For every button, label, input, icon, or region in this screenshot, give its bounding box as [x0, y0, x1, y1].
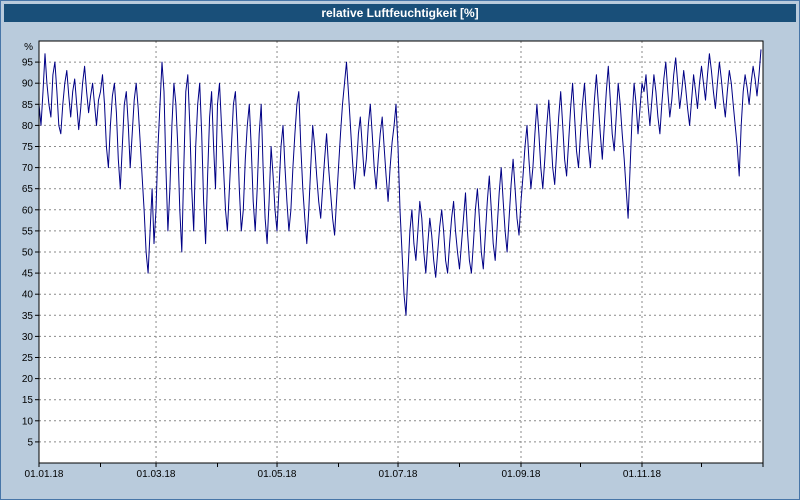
humidity-line [38, 49, 762, 316]
x-tick-label: 01.05.18 [258, 469, 297, 480]
plot-border [38, 40, 764, 464]
chart-title: relative Luftfeuchtigkeit [%] [321, 6, 479, 20]
x-tick-label: 01.01.18 [25, 469, 64, 480]
y-tick-label: 85 [22, 100, 34, 111]
y-tick-label: 70 [22, 163, 34, 174]
x-tick-label: 01.09.18 [502, 469, 541, 480]
y-tick-label: 10 [22, 416, 34, 427]
x-tick-label: 01.11.18 [623, 469, 662, 480]
y-tick-label: 35 [22, 311, 34, 322]
y-tick-label: 40 [22, 290, 34, 301]
y-tick-label: 30 [22, 332, 34, 343]
y-tick-label: 55 [22, 226, 34, 237]
y-tick-label: 80 [22, 121, 34, 132]
y-tick-label: 60 [22, 205, 34, 216]
y-tick-label: 65 [22, 184, 34, 195]
y-tick-label: 25 [22, 353, 34, 364]
y-tick-label: 15 [22, 395, 34, 406]
y-tick-label: 95 [22, 58, 34, 69]
x-tick-label: 01.03.18 [137, 469, 176, 480]
chart-title-bar: relative Luftfeuchtigkeit [%] [4, 4, 796, 22]
y-tick-label: 75 [22, 142, 34, 153]
y-axis-unit-label: % [24, 42, 33, 53]
y-tick-label: 5 [27, 437, 33, 448]
y-tick-label: 45 [22, 269, 34, 280]
y-tick-label: 90 [22, 79, 34, 90]
x-tick-label: 01.07.18 [379, 469, 418, 480]
y-tick-label: 20 [22, 374, 34, 385]
y-tick-label: 50 [22, 248, 34, 259]
